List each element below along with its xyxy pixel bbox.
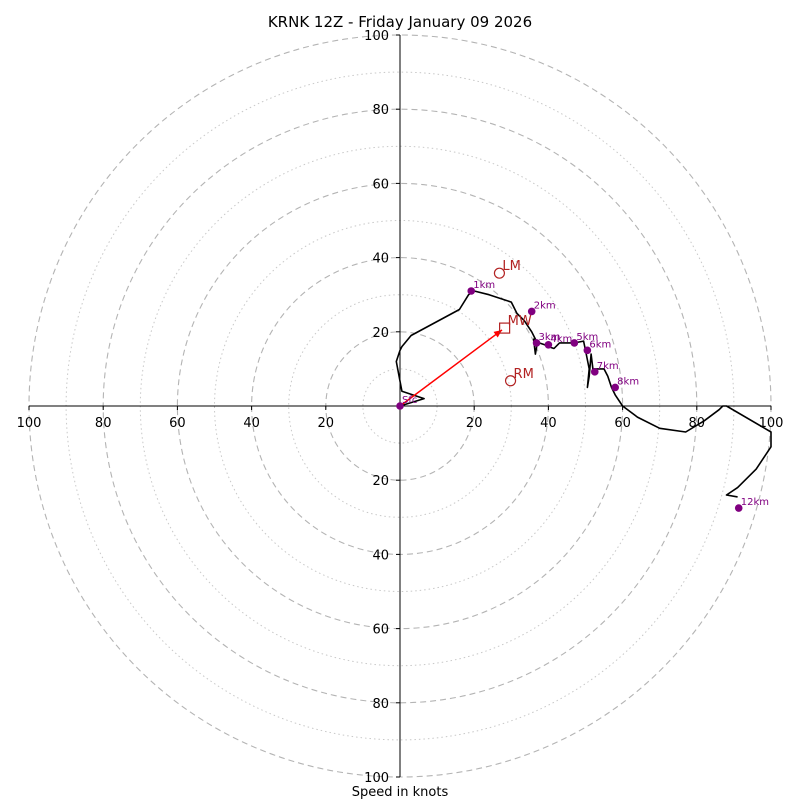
height-label-4km: 4km <box>550 334 572 345</box>
height-label-8km: 8km <box>617 376 639 387</box>
x-tick-label: 60 <box>614 416 631 431</box>
y-tick-label: 40 <box>372 548 389 563</box>
height-marker-5km <box>570 339 579 347</box>
height-marker-2km <box>527 307 536 316</box>
storm-motion-markers: LM MW RM <box>493 259 534 387</box>
x-tick-label: 20 <box>318 416 335 431</box>
x-tick-label: 40 <box>243 416 260 431</box>
height-marker-12km <box>734 504 743 512</box>
x-tick-label: 80 <box>95 416 112 431</box>
rm-marker <box>504 375 517 387</box>
y-tick-label: 60 <box>372 623 389 638</box>
shear-vector-line <box>399 329 503 407</box>
height-label-5km: 5km <box>576 332 598 343</box>
wind-profile-line <box>395 290 772 498</box>
y-tick-label: 40 <box>372 252 389 267</box>
rm-label: RM <box>514 367 534 382</box>
mw-label: MW <box>508 314 532 329</box>
y-tick-label: 20 <box>372 326 389 341</box>
mw-marker <box>499 322 511 334</box>
shear-vector-arrowhead <box>493 329 503 338</box>
height-label-1km: 1km <box>473 280 495 291</box>
height-marker-8km <box>611 383 619 392</box>
y-tick-label: 80 <box>372 103 389 118</box>
height-label-2km: 2km <box>534 300 556 311</box>
lm-label: LM <box>502 259 520 274</box>
height-marker-3km <box>532 339 541 347</box>
y-tick-label: 60 <box>372 177 389 192</box>
tick-labels: 100 80 60 40 20 20 40 60 80 100 100 80 60 40 20 20 40 60 8… <box>17 29 784 786</box>
x-tick-label: 60 <box>169 416 186 431</box>
height-label-7km: 7km <box>597 361 619 372</box>
y-tick-label: 100 <box>364 29 389 44</box>
y-tick-label: 80 <box>372 697 389 712</box>
height-marker-6km <box>583 346 592 355</box>
x-tick-label: 20 <box>466 416 483 431</box>
lm-marker <box>493 267 506 279</box>
y-tick-label: 100 <box>364 771 389 786</box>
height-marker-4km <box>544 340 553 349</box>
height-marker-sfc <box>396 402 404 410</box>
x-axis-label: Speed in knots <box>352 785 449 800</box>
y-tick-label: 20 <box>372 474 389 489</box>
height-label-12km: 12km <box>741 497 769 508</box>
height-label-6km: 6km <box>589 339 611 350</box>
x-tick-label: 40 <box>540 416 557 431</box>
x-tick-label: 100 <box>17 416 42 431</box>
height-marker-7km <box>590 368 599 376</box>
x-tick-label: 100 <box>759 416 784 431</box>
chart-title: KRNK 12Z - Friday January 09 2026 <box>268 13 532 31</box>
height-marker-1km <box>467 287 476 295</box>
height-label-sfc: Sfc <box>402 395 417 406</box>
hodograph-trace <box>395 290 772 498</box>
height-label-3km: 3km <box>539 332 561 343</box>
